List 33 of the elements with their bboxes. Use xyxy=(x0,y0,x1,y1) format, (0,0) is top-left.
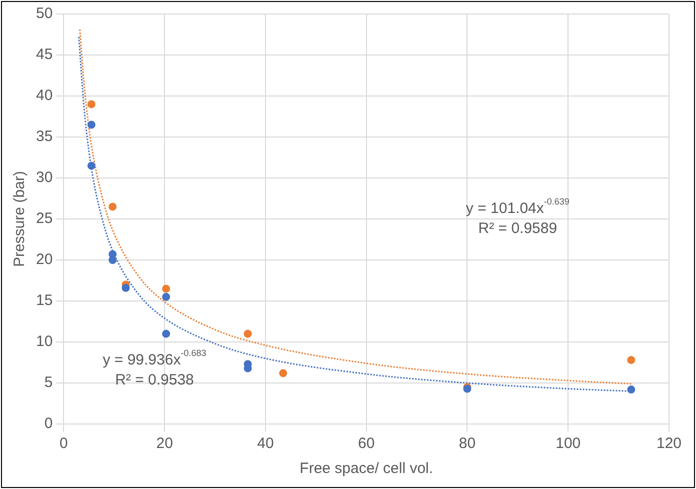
y-tick-label: 5 xyxy=(44,374,53,392)
y-tick-label: 50 xyxy=(36,5,53,22)
x-axis-title: Free space/ cell vol. xyxy=(300,460,434,478)
point xyxy=(627,356,636,364)
x-tick-label: 40 xyxy=(257,435,274,452)
point xyxy=(87,162,96,170)
point xyxy=(108,202,117,211)
y-axis-title: Pressure (bar) xyxy=(11,171,28,267)
point xyxy=(627,386,636,394)
y-tick-label: 15 xyxy=(36,292,53,310)
point xyxy=(162,284,170,293)
point xyxy=(87,120,96,129)
x-tick-label: 120 xyxy=(656,435,682,452)
x-tick-label: 80 xyxy=(458,435,476,452)
point xyxy=(108,256,117,264)
x-tick-label: 100 xyxy=(556,435,581,452)
y-tick-label: 40 xyxy=(36,87,53,104)
point xyxy=(244,330,252,338)
point xyxy=(162,292,170,301)
x-tick-label: 60 xyxy=(358,435,375,452)
point xyxy=(162,330,170,338)
y-tick-label: 20 xyxy=(36,251,53,268)
x-tick-label: 20 xyxy=(156,435,173,452)
y-tick-label: 30 xyxy=(36,169,53,186)
y-tick-label: 0 xyxy=(44,415,53,432)
y-tick-label: 35 xyxy=(36,128,53,146)
x-tick-label: 0 xyxy=(60,435,68,452)
y-tick-label: 25 xyxy=(36,210,53,228)
point xyxy=(279,369,288,378)
point xyxy=(122,284,130,292)
point xyxy=(87,100,96,108)
y-tick-label: 10 xyxy=(36,333,53,350)
y-tick-label: 45 xyxy=(36,46,53,64)
